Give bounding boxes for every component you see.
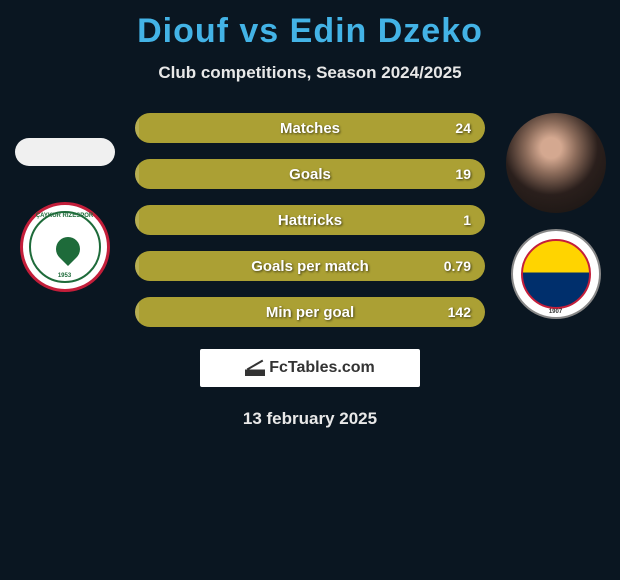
player-left-avatar (15, 138, 115, 166)
stat-bar-min-per-goal: Min per goal 142 (135, 297, 485, 327)
stat-right-value: 1 (463, 212, 471, 228)
stat-right-value: 0.79 (444, 258, 471, 274)
club-badge-text: ÇAYKUR RİZESPOR (23, 213, 107, 219)
stats-column: Matches 24 Goals 19 Hattricks 1 Goals pe… (135, 113, 485, 327)
club-badge-left: ÇAYKUR RİZESPOR 1953 (20, 202, 110, 292)
stat-label: Goals per match (251, 258, 369, 275)
stat-label: Goals (289, 166, 331, 183)
stat-right-value: 19 (455, 166, 471, 182)
player-right-column: 1907 (503, 113, 608, 319)
chart-icon (245, 360, 265, 376)
content-row: ÇAYKUR RİZESPOR 1953 Matches 24 Goals 19… (0, 113, 620, 327)
page-title: Diouf vs Edin Dzeko (0, 12, 620, 51)
subtitle: Club competitions, Season 2024/2025 (0, 63, 620, 83)
player-left-column: ÇAYKUR RİZESPOR 1953 (12, 113, 117, 292)
club-badge-right: 1907 (511, 229, 601, 319)
player-right-avatar (506, 113, 606, 213)
club-badge-year: 1907 (513, 309, 599, 315)
club-badge-year: 1953 (23, 273, 107, 279)
stat-label: Matches (280, 120, 340, 137)
comparison-widget: Diouf vs Edin Dzeko Club competitions, S… (0, 0, 620, 441)
date-text: 13 february 2025 (0, 409, 620, 429)
stat-right-value: 142 (448, 304, 471, 320)
stat-bar-goals: Goals 19 (135, 159, 485, 189)
stat-bar-hattricks: Hattricks 1 (135, 205, 485, 235)
branding-text: FcTables.com (269, 359, 375, 377)
stat-bar-goals-per-match: Goals per match 0.79 (135, 251, 485, 281)
stat-label: Min per goal (266, 304, 354, 321)
stat-label: Hattricks (278, 212, 342, 229)
branding-box[interactable]: FcTables.com (200, 349, 420, 387)
stat-bar-matches: Matches 24 (135, 113, 485, 143)
stat-right-value: 24 (455, 120, 471, 136)
